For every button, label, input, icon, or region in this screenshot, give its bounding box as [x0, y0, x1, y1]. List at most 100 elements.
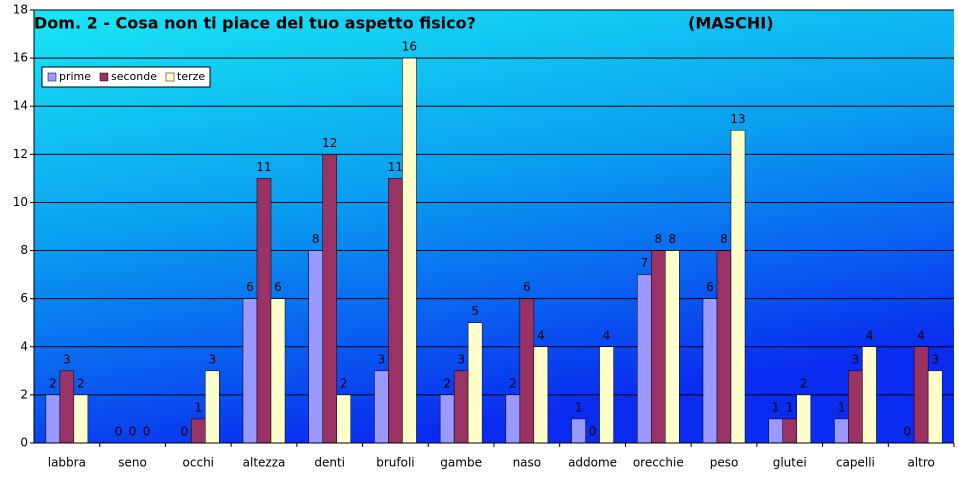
x-tick-label: occhi [183, 456, 214, 470]
bar [505, 394, 521, 444]
bar [834, 418, 849, 444]
value-label: 11 [388, 160, 403, 174]
bar [862, 346, 877, 444]
x-tick-label: labbra [48, 456, 86, 470]
bar [637, 274, 652, 444]
bar [571, 418, 586, 444]
bar [322, 154, 337, 444]
value-label: 8 [720, 232, 728, 246]
bar [439, 394, 455, 444]
bar [665, 250, 680, 444]
legend-swatch [165, 72, 175, 82]
x-tick-label: altro [907, 456, 934, 470]
value-label: 8 [312, 232, 320, 246]
x-tick-label: naso [513, 456, 542, 470]
bar [270, 298, 286, 444]
bar [467, 322, 483, 444]
x-tick-label: addome [568, 456, 617, 470]
value-label: 4 [917, 328, 925, 342]
x-tick-label: orecchie [633, 456, 684, 470]
value-label: 4 [603, 328, 611, 342]
bar [782, 418, 797, 444]
value-label: 11 [256, 160, 271, 174]
value-label: 2 [77, 376, 85, 390]
value-label: 6 [706, 280, 714, 294]
x-tick-label: denti [314, 456, 345, 470]
bar [716, 250, 732, 444]
value-label: 2 [509, 376, 517, 390]
bar [730, 130, 746, 444]
value-label: 16 [402, 40, 417, 54]
value-label: 3 [852, 352, 860, 366]
value-label: 0 [180, 425, 188, 439]
value-label: 0 [129, 425, 137, 439]
bar [702, 298, 718, 444]
bar [191, 418, 206, 444]
value-label: 2 [800, 376, 808, 390]
value-label: 6 [246, 280, 254, 294]
x-tick-label: glutei [773, 456, 807, 470]
value-label: 3 [457, 352, 465, 366]
y-tick-label: 10 [13, 195, 28, 209]
y-tick-label: 4 [20, 339, 28, 353]
bar [205, 370, 220, 444]
x-tick-label: altezza [243, 456, 286, 470]
bar [256, 178, 272, 444]
legend-label: terze [177, 70, 205, 83]
value-label: 12 [322, 136, 337, 150]
x-tick-label: capelli [836, 456, 875, 470]
value-label: 3 [63, 352, 71, 366]
value-label: 0 [115, 425, 123, 439]
value-label: 6 [274, 280, 282, 294]
chart-title: Dom. 2 - Cosa non ti piace del tuo aspet… [34, 14, 476, 33]
bar [45, 394, 61, 444]
value-label: 0 [589, 425, 597, 439]
bar [308, 250, 323, 444]
value-label: 1 [786, 400, 794, 414]
bar [927, 370, 943, 444]
y-tick-label: 0 [20, 436, 28, 450]
value-label: 5 [471, 304, 479, 318]
value-label: 13 [730, 112, 745, 126]
y-tick-label: 18 [13, 3, 28, 17]
bar [402, 57, 417, 444]
bar [388, 178, 403, 444]
legend-swatch [99, 72, 109, 82]
bar [453, 370, 469, 444]
legend-label: seconde [111, 70, 157, 83]
value-label: 6 [523, 280, 531, 294]
bar [59, 370, 75, 444]
value-label: 1 [772, 400, 780, 414]
x-tick-label: peso [710, 456, 739, 470]
legend-box [41, 66, 211, 88]
value-label: 4 [866, 328, 874, 342]
bar [599, 346, 614, 444]
value-label: 8 [654, 232, 662, 246]
legend-swatch [47, 72, 57, 82]
y-tick-label: 2 [20, 387, 28, 401]
value-label: 0 [903, 425, 911, 439]
x-tick-label: brufoli [376, 456, 414, 470]
bar [913, 346, 929, 444]
y-tick-label: 8 [20, 243, 28, 257]
bar [796, 394, 811, 444]
y-tick-label: 14 [13, 99, 28, 113]
bar [242, 298, 258, 444]
y-tick-label: 12 [13, 147, 28, 161]
y-tick-label: 16 [13, 51, 28, 65]
value-label: 4 [537, 328, 545, 342]
value-label: 1 [838, 400, 846, 414]
bar [336, 394, 351, 444]
value-label: 3 [931, 352, 939, 366]
value-label: 0 [143, 425, 151, 439]
value-label: 1 [575, 400, 583, 414]
value-label: 1 [194, 400, 202, 414]
value-label: 3 [378, 352, 386, 366]
legend-label: prime [59, 70, 91, 83]
value-label: 8 [668, 232, 676, 246]
value-label: 7 [640, 256, 648, 270]
value-label: 2 [49, 376, 57, 390]
bar [533, 346, 549, 444]
x-tick-label: gambe [440, 456, 482, 470]
